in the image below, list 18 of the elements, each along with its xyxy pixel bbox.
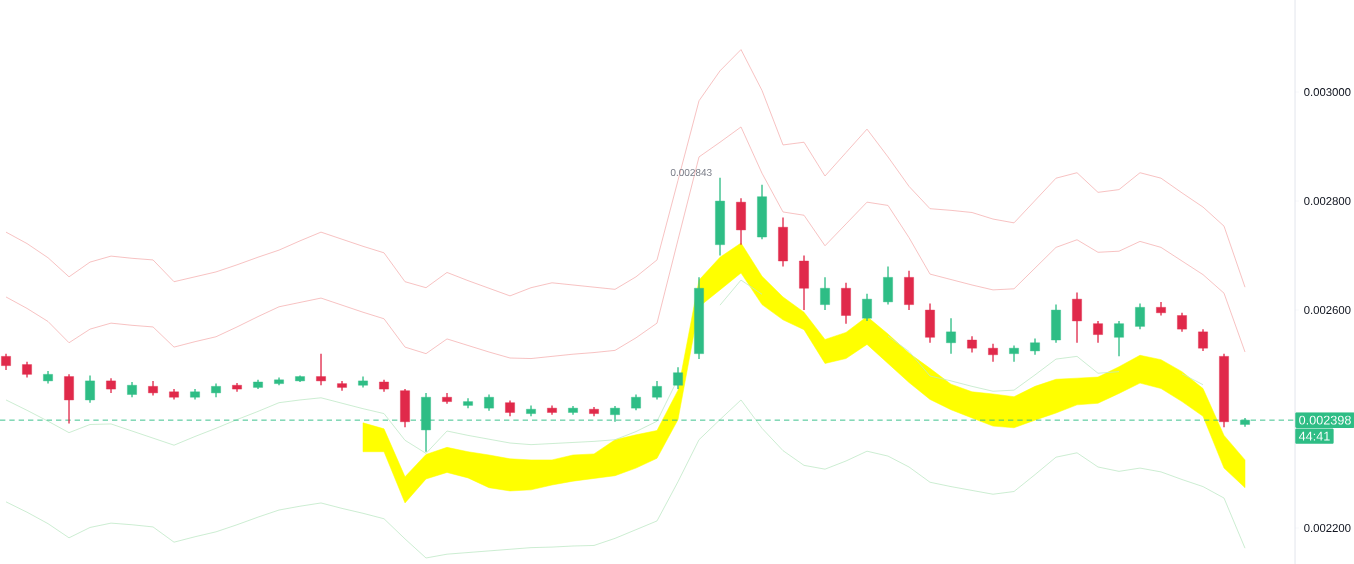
y-tick-label: 0.002200 — [1304, 524, 1351, 533]
candlestick — [1135, 302, 1145, 330]
y-tick-label: 0.002600 — [1304, 306, 1351, 315]
candlestick — [1072, 291, 1082, 344]
candlestick — [316, 352, 326, 386]
y-tick-label: 0.002800 — [1304, 197, 1351, 206]
text: 44:41 — [1298, 431, 1330, 441]
candlestick — [862, 293, 872, 322]
candlestick — [673, 366, 683, 390]
candlestick — [85, 374, 95, 404]
annotation: 0.002843 — [670, 168, 712, 177]
candlestick — [820, 276, 830, 311]
candlestick — [1198, 328, 1208, 352]
y-tick-label: 0.003000 — [1304, 88, 1351, 97]
ref-line-label: 0.002398 — [1299, 415, 1351, 425]
candlestick — [652, 380, 662, 401]
candlestick — [64, 373, 74, 425]
candlestick — [1177, 312, 1187, 333]
